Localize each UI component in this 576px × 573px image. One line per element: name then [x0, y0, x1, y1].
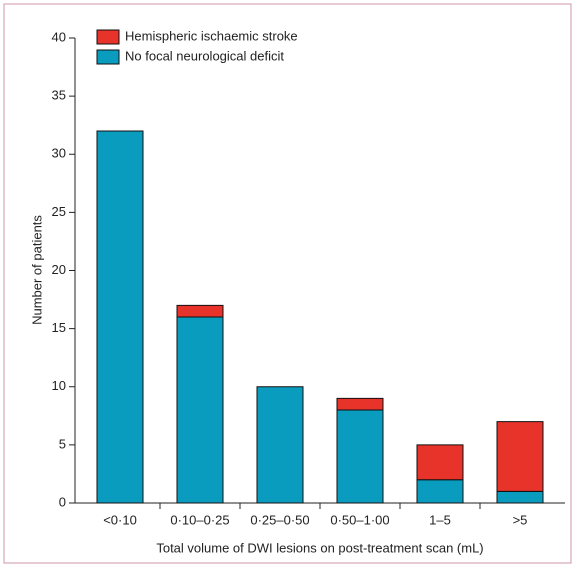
legend-swatch — [96, 49, 120, 65]
bar-segment — [176, 304, 224, 318]
bar-segment — [416, 479, 464, 504]
bar-segment — [496, 421, 544, 492]
x-tick-label: 0·50–1·00 — [330, 512, 389, 527]
y-axis-label: Number of patients — [29, 215, 44, 325]
bar-segment — [336, 409, 384, 504]
y-tick-label: 20 — [52, 262, 66, 277]
bar-segment — [176, 316, 224, 504]
y-tick-label: 15 — [52, 320, 66, 335]
legend-label: Hemispheric ischaemic stroke — [125, 28, 298, 43]
x-tick-label: >5 — [513, 512, 528, 527]
frame — [3, 3, 572, 564]
bar-segment — [256, 386, 304, 504]
x-tick-label: <0·10 — [103, 512, 137, 527]
y-tick-label: 35 — [52, 88, 66, 103]
x-axis-label: Total volume of DWI lesions on post-trea… — [156, 540, 483, 555]
y-tick-label: 5 — [59, 436, 66, 451]
bar-segment — [496, 490, 544, 504]
bar-segment — [96, 130, 144, 504]
y-tick-label: 30 — [52, 146, 66, 161]
x-tick-label: 1–5 — [429, 512, 451, 527]
bar-segment — [336, 397, 384, 411]
x-tick-label: 0·25–0·50 — [250, 512, 309, 527]
x-tick-label: 0·10–0·25 — [170, 512, 229, 527]
y-tick-label: 25 — [52, 204, 66, 219]
y-tick-label: 40 — [52, 29, 66, 44]
bar-segment — [416, 444, 464, 481]
legend-label: No focal neurological deficit — [125, 48, 284, 63]
y-tick-label: 0 — [59, 494, 66, 509]
legend-swatch — [96, 29, 120, 45]
y-tick-label: 10 — [52, 378, 66, 393]
